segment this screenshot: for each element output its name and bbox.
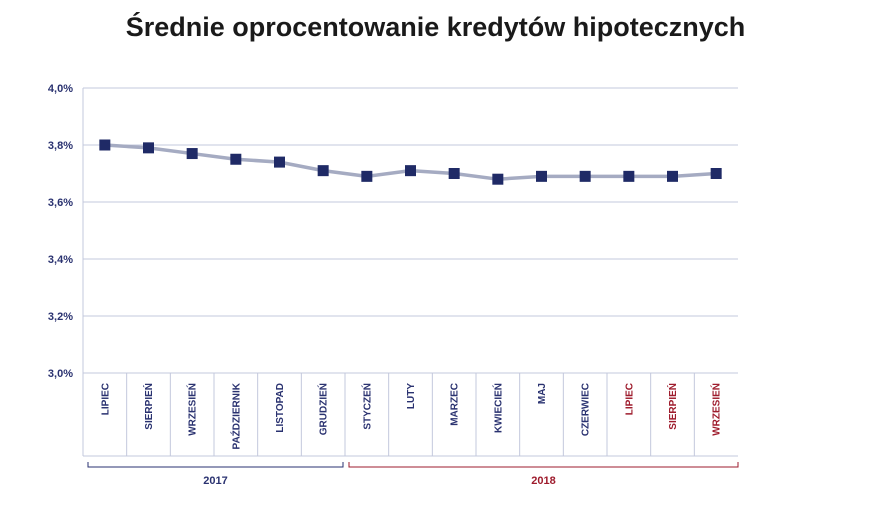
data-point [492, 173, 504, 185]
x-tick-label: KWIECIEŃ [491, 383, 504, 433]
x-tick-label: CZERWIEC [581, 383, 592, 436]
x-tick-label: WRZESIEŃ [710, 383, 723, 436]
data-point [317, 165, 329, 177]
chart-title: Średnie oprocentowanie kredytów hipotecz… [125, 12, 746, 42]
grid-lines [83, 87, 738, 374]
series-markers [99, 139, 722, 185]
y-axis-ticks: 3,0% 3,2% 3,4% 3,6% 3,8% 4,0% [48, 83, 73, 380]
category-axis: LIPIEC SIERPIEŃ WRZESIEŃ PAŹDZIERNIK LISTOPA… [82, 88, 738, 457]
y-tick-label: 3,8% [48, 140, 73, 152]
data-point [667, 170, 678, 182]
x-tick-label: PAŹDZIERNIK [229, 382, 242, 449]
x-tick-label: LIPIEC [100, 383, 111, 415]
year-bracket [348, 462, 739, 468]
data-point [448, 168, 460, 179]
data-point [579, 170, 591, 182]
data-point [186, 148, 198, 160]
year-bracket [87, 462, 344, 468]
y-tick-label: 3,2% [48, 311, 73, 323]
x-tick-label: GRUDZIEŃ [317, 383, 330, 435]
data-point [405, 165, 416, 177]
data-point [710, 168, 722, 179]
data-point [230, 153, 242, 165]
x-tick-label: MAJ [537, 383, 548, 404]
x-tick-label: LISTOPAD [275, 383, 286, 433]
year-groups: 2017 2018 [87, 462, 739, 487]
x-tick-label: SIERPIEŃ [666, 383, 679, 430]
y-tick-label: 4,0% [48, 83, 73, 95]
x-tick-label: MARZEC [450, 383, 461, 426]
data-point [99, 139, 111, 151]
data-point [274, 156, 285, 168]
y-tick-label: 3,0% [48, 368, 73, 380]
data-point [536, 170, 547, 182]
data-point [623, 170, 635, 182]
x-tick-label: SIERPIEŃ [142, 383, 155, 430]
year-label: 2018 [531, 475, 555, 487]
data-point [361, 170, 373, 182]
x-tick-label: STYCZEŃ [360, 383, 373, 430]
x-tick-label: LUTY [406, 383, 417, 409]
y-tick-label: 3,4% [48, 254, 73, 266]
year-label: 2017 [203, 475, 227, 487]
y-tick-label: 3,6% [48, 197, 73, 209]
data-point [143, 142, 154, 154]
x-tick-label: WRZESIEŃ [186, 383, 199, 436]
x-tick-label: LIPIEC [624, 383, 635, 415]
